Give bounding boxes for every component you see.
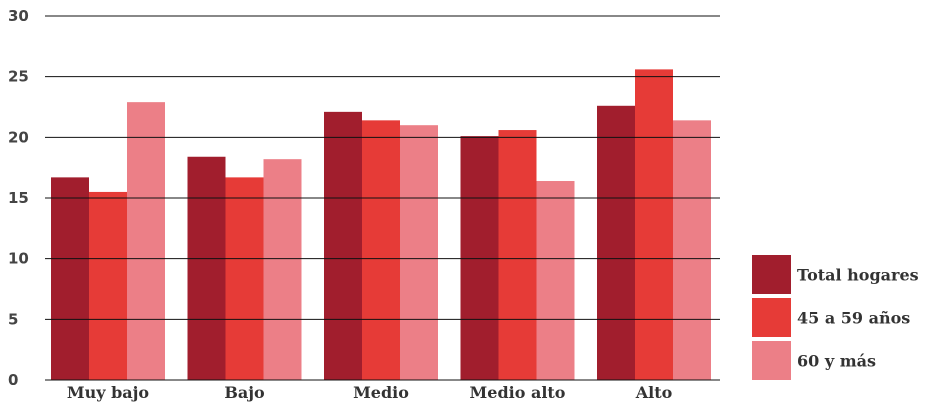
x-category-label: Alto bbox=[635, 383, 673, 402]
bar bbox=[400, 125, 438, 380]
y-axis-ticks: 0 5 10 15 20 25 30 bbox=[8, 7, 29, 389]
bar bbox=[51, 177, 89, 380]
bar bbox=[597, 105, 635, 380]
bar bbox=[536, 181, 575, 380]
bar bbox=[324, 111, 362, 380]
bar bbox=[187, 156, 226, 380]
y-tick-label: 30 bbox=[8, 7, 29, 25]
y-tick-label: 20 bbox=[8, 128, 29, 146]
y-tick-label: 0 bbox=[8, 371, 18, 389]
y-tick-label: 25 bbox=[8, 68, 29, 86]
legend-swatch bbox=[752, 298, 791, 337]
bar bbox=[127, 102, 165, 380]
bar bbox=[673, 120, 711, 380]
x-category-label: Bajo bbox=[224, 383, 265, 402]
x-category-label: Medio alto bbox=[470, 383, 566, 402]
y-tick-label: 5 bbox=[8, 310, 18, 328]
x-category-label: Medio bbox=[353, 383, 409, 402]
legend-swatch bbox=[752, 341, 791, 380]
bars bbox=[51, 69, 711, 381]
bar bbox=[225, 177, 264, 380]
bar bbox=[635, 69, 673, 381]
bar bbox=[460, 136, 499, 380]
legend: Total hogares 45 a 59 años 60 y más bbox=[752, 255, 919, 380]
legend-label: 45 a 59 años bbox=[797, 309, 910, 328]
bar bbox=[263, 159, 302, 380]
gridlines bbox=[45, 15, 720, 381]
x-category-label: Muy bajo bbox=[67, 383, 150, 402]
bar bbox=[89, 191, 127, 380]
legend-label: 60 y más bbox=[797, 352, 876, 371]
y-tick-label: 10 bbox=[8, 250, 29, 268]
bar bbox=[498, 130, 537, 380]
y-tick-label: 15 bbox=[8, 189, 29, 207]
x-axis-categories: Muy bajo Bajo Medio Medio alto Alto bbox=[67, 383, 673, 402]
legend-swatch bbox=[752, 255, 791, 294]
legend-label: Total hogares bbox=[797, 266, 919, 285]
bar bbox=[362, 120, 400, 380]
